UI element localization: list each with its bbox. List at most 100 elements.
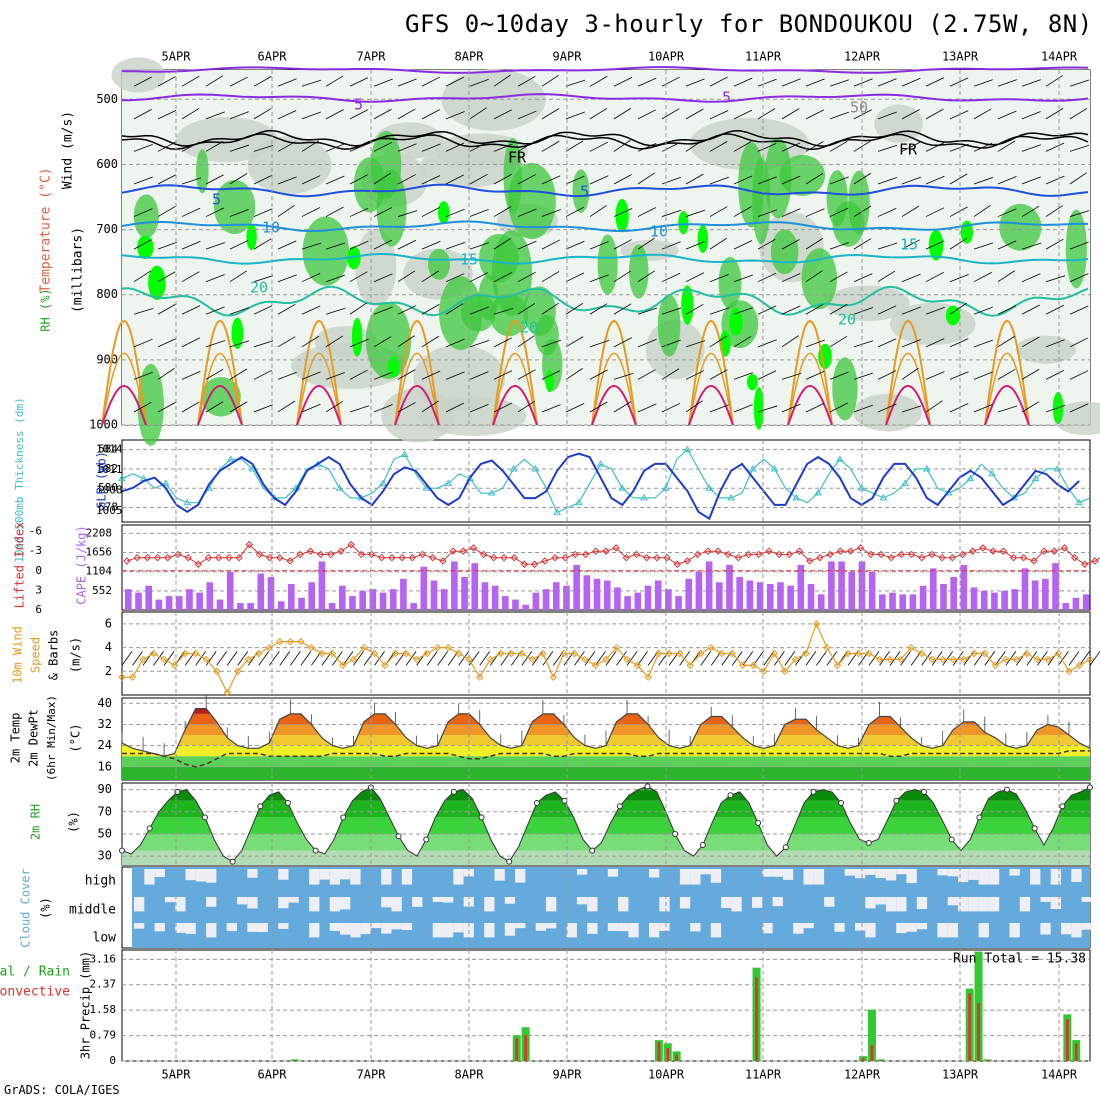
rh-band	[122, 833, 1090, 851]
lifted-index-marker	[551, 553, 559, 562]
cloud-low-gap	[206, 923, 217, 938]
grads-credit: GrADS: COLA/IGES	[4, 1083, 120, 1097]
wind-barb	[877, 111, 897, 120]
isotherm-30	[394, 352, 440, 426]
wind-barb	[493, 143, 513, 152]
lifted-index-marker	[938, 553, 946, 562]
cloud-high-gap	[144, 869, 155, 885]
wind-barb	[781, 403, 801, 413]
wind-barb	[397, 335, 415, 348]
thickness-marker	[1031, 474, 1040, 482]
wind-speed-marker	[402, 649, 410, 658]
lifted-index-marker	[592, 547, 600, 555]
wind-barb	[445, 142, 465, 152]
cloud-middle-gap	[237, 897, 248, 905]
lifted-index-marker	[347, 540, 355, 549]
temp-tick: 40	[98, 696, 112, 710]
cloud-high-gap	[185, 869, 196, 881]
cloud-low-gap	[865, 923, 876, 938]
wind-barb	[973, 339, 993, 348]
wind-speed-marker	[1054, 649, 1063, 658]
wind-barb	[541, 108, 560, 120]
wind-barb	[757, 78, 777, 87]
wind-barb	[493, 272, 512, 283]
wind-barb	[733, 206, 752, 217]
wind-barb	[421, 175, 441, 185]
wind-barb	[733, 240, 753, 250]
lifted-index-line	[126, 543, 1100, 565]
wind-barb	[469, 404, 489, 413]
lifted-index-marker	[969, 547, 977, 555]
lifted-index-marker	[581, 550, 590, 559]
cloud-level-label: middle	[69, 903, 116, 918]
wind-barb	[253, 108, 272, 120]
rh-grey-region	[247, 136, 332, 194]
wind-barb	[1069, 305, 1089, 315]
wind-speed-marker	[591, 661, 600, 670]
rh-marker	[284, 799, 291, 806]
wind-barb	[253, 404, 273, 413]
wind-barb	[853, 140, 872, 152]
rh-marker	[672, 830, 679, 837]
surface-wind-barb	[426, 651, 438, 666]
bottom-date-label: 7APR	[357, 1068, 387, 1082]
cloud-low-gap	[309, 923, 320, 938]
wind-barb	[1045, 205, 1063, 217]
upper-temp-label: Temperature (°C)	[39, 167, 54, 292]
rh-marker	[1031, 825, 1038, 832]
cloud-high-gap	[988, 869, 1000, 885]
wind-barb	[685, 209, 706, 217]
wind-barb	[637, 338, 657, 348]
wind-barb	[805, 270, 823, 283]
cloud-high-gap	[885, 869, 897, 881]
thickness-marker	[509, 464, 518, 472]
cape-bar	[1062, 603, 1070, 610]
rh-high-region	[437, 201, 450, 224]
rh-high-region	[753, 387, 764, 430]
wind-barb	[181, 337, 201, 348]
wind-barb	[949, 273, 969, 283]
wind-barb	[709, 206, 728, 217]
cloud-middle-gap	[587, 897, 598, 912]
precip-convective-bar	[968, 993, 971, 1061]
cape-bar	[502, 596, 509, 610]
wind-barb	[877, 78, 897, 87]
cloud-middle-gap	[968, 897, 979, 912]
cloud-high-gap	[401, 869, 413, 885]
wind-barb	[589, 175, 609, 185]
wind-barb	[229, 209, 249, 217]
cloud-high-gap	[679, 869, 691, 885]
cloud-high-gap	[968, 869, 979, 880]
wind-barb	[541, 404, 561, 413]
cloud-high-gap	[649, 869, 660, 878]
wind-barb	[901, 142, 921, 152]
lifted-index-marker	[877, 550, 885, 559]
wind-barb	[181, 401, 200, 413]
wind-barb	[469, 339, 490, 348]
lifted-index-marker	[795, 547, 804, 555]
surface-wind-barb	[626, 651, 638, 666]
wind-barb	[877, 270, 896, 283]
wind-barb	[157, 241, 177, 250]
wind-barb	[997, 140, 1016, 152]
wind-barb	[829, 207, 849, 217]
wind-barb	[469, 242, 490, 250]
wind-barb	[421, 335, 440, 348]
cloud-low-gap	[1081, 923, 1092, 930]
rh-high-region	[388, 356, 400, 378]
wind-barb	[373, 336, 392, 348]
cloud-low-gap	[1061, 923, 1072, 935]
cloud-high-gap	[381, 869, 392, 885]
wind-barb	[565, 272, 585, 283]
thickness-marker	[640, 493, 648, 501]
isotherm-35	[197, 384, 243, 426]
wind-barb	[901, 306, 921, 315]
cape-bar	[1031, 580, 1039, 610]
wind-barb	[829, 303, 848, 315]
wind-barb	[1021, 144, 1041, 152]
isotherm-30	[885, 352, 931, 426]
lifted-index-marker	[1081, 560, 1089, 568]
cloud-middle-gap	[958, 897, 969, 912]
wind-barb	[469, 173, 488, 185]
